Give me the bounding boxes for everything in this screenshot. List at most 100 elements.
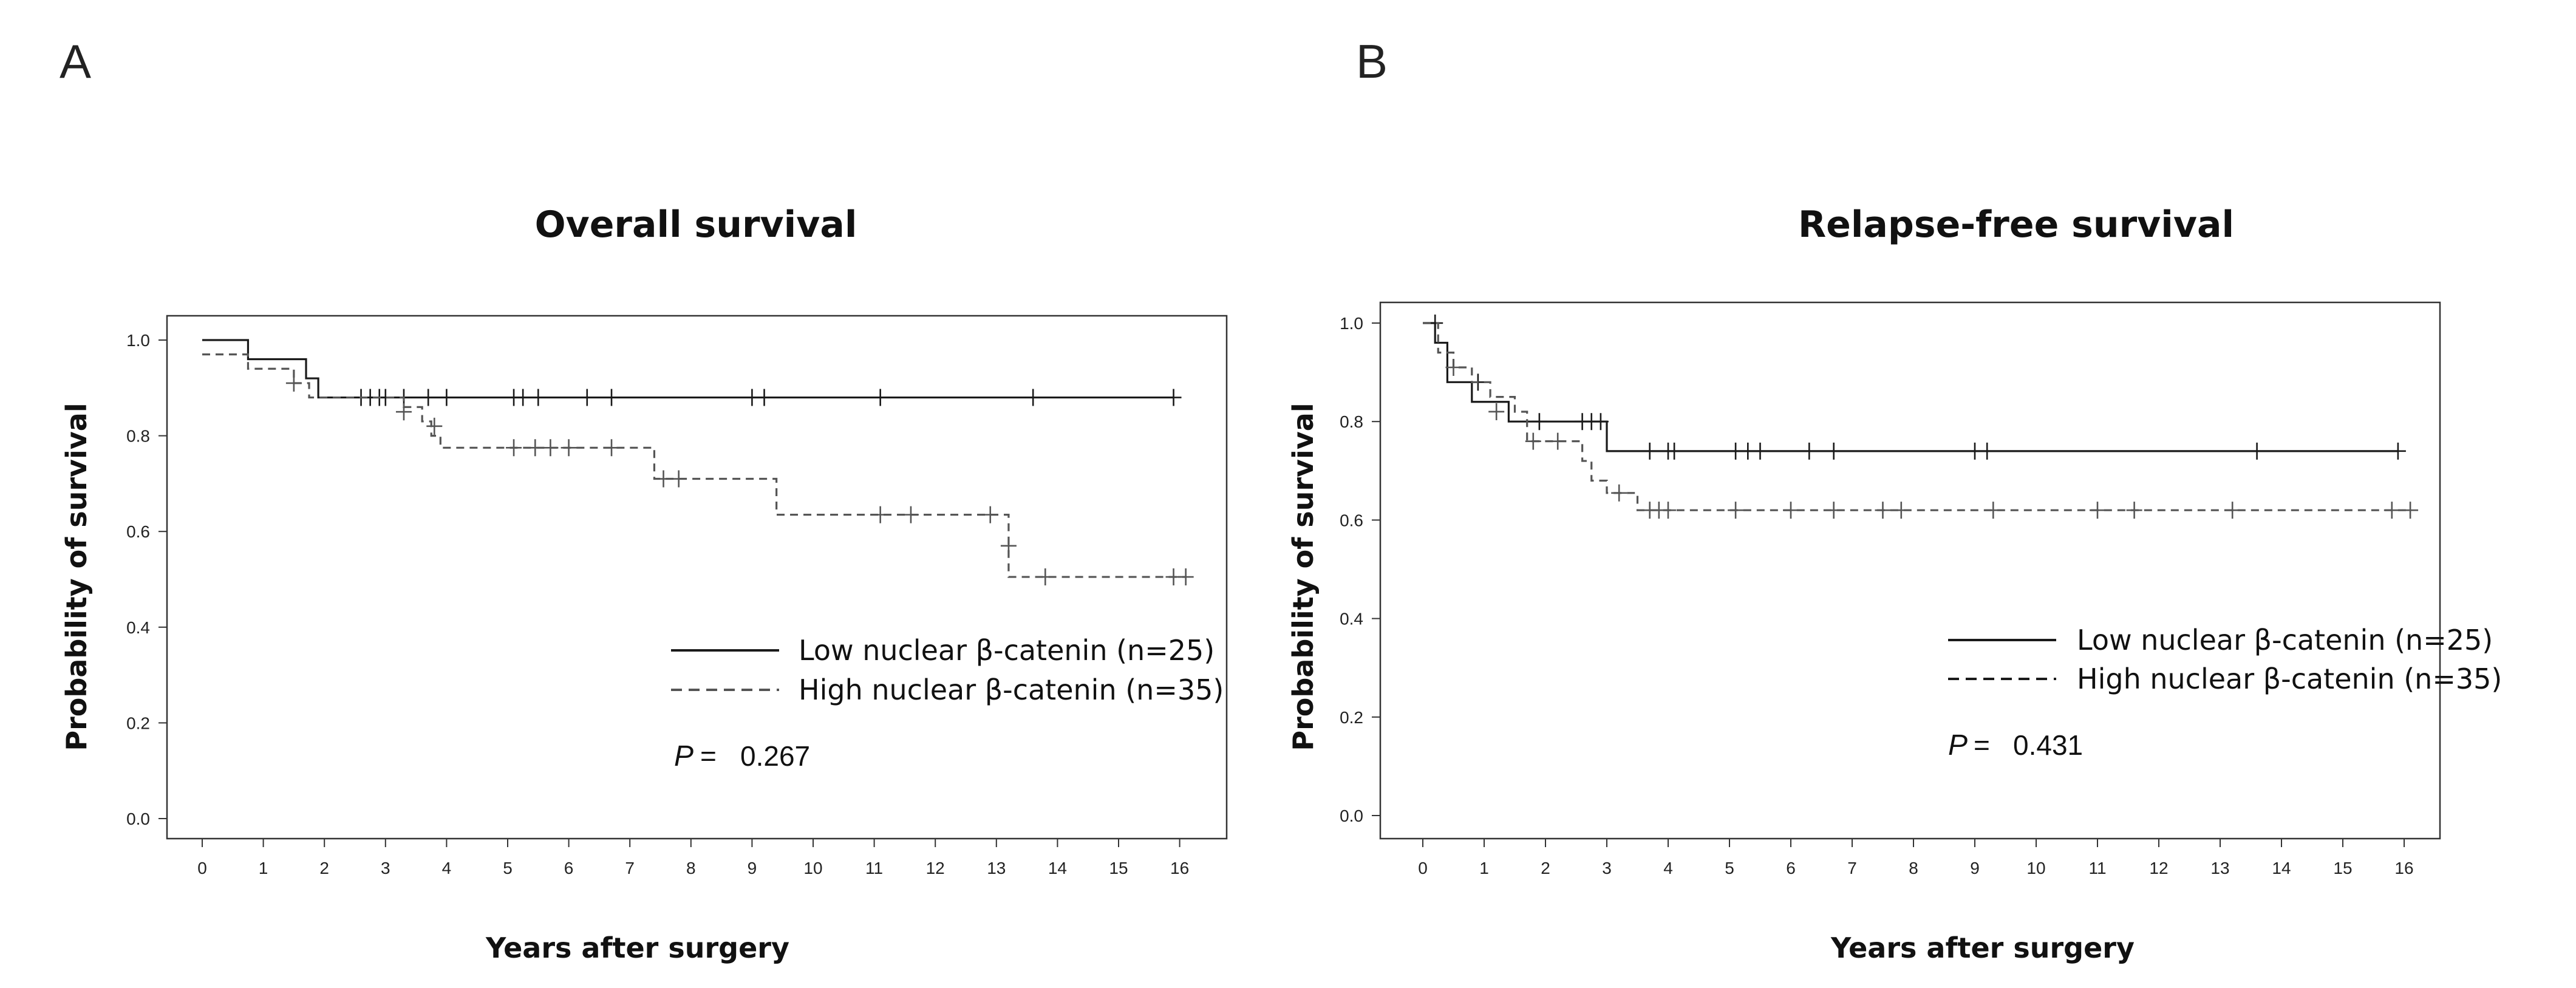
legend-b: Low nuclear β-catenin (n=25) High nuclea…: [1948, 624, 2502, 695]
x-tick-label-a-0: 0: [197, 859, 207, 877]
y-tick-label-b-3: 0.6: [1340, 511, 1363, 530]
y-tick-label-a-3: 0.6: [126, 522, 150, 541]
censor-mark-a-high-3: [506, 439, 522, 457]
panel-letter-b: B: [1356, 35, 1388, 88]
censor-mark-a-high-4: [527, 439, 543, 457]
censor-mark-a-low-10: [579, 389, 595, 406]
x-tick-label-b-6: 6: [1786, 859, 1796, 877]
censor-mark-a-high-14: [1037, 568, 1054, 586]
censor-mark-a-high-11: [902, 506, 919, 523]
censor-mark-a-high-6: [561, 439, 577, 457]
y-tick-label-a-2: 0.4: [126, 618, 150, 637]
censor-mark-b-low-2: [1531, 413, 1547, 431]
p-equals-b: =: [1974, 729, 1990, 761]
censor-mark-b-high-7: [1660, 502, 1676, 519]
x-tick-label-a-11: 11: [865, 859, 883, 877]
legend-label-high-b: High nuclear β-catenin (n=35): [2077, 663, 2502, 695]
censor-mark-b-high-2: [1525, 432, 1541, 450]
x-tick-label-a-15: 15: [1109, 859, 1128, 877]
x-tick-label-b-16: 16: [2394, 859, 2413, 877]
x-tick-label-a-10: 10: [803, 859, 822, 877]
legend-label-low-b: Low nuclear β-catenin (n=25): [2077, 624, 2493, 656]
p-value-text-b: 0.431: [2013, 729, 2083, 761]
panel-letter-a: A: [60, 35, 91, 88]
censor-mark-b-high-12: [1893, 502, 1909, 519]
censor-mark-b-high-17: [2383, 502, 2400, 519]
x-tick-label-a-14: 14: [1048, 859, 1067, 877]
censor-mark-b-high-10: [1825, 502, 1842, 519]
censor-mark-a-low-14: [872, 389, 888, 406]
x-tick-label-b-2: 2: [1541, 859, 1550, 877]
p-value-b: P = 0.431: [1948, 729, 2083, 761]
censor-mark-b-low-12: [1801, 442, 1818, 460]
x-axis-label-a: Years after surgery: [485, 932, 789, 964]
censor-mark-b-low-13: [1825, 442, 1842, 460]
km-curve-a-high: [202, 353, 1186, 578]
curves-b: [1423, 315, 2419, 519]
x-tick-label-a-12: 12: [926, 859, 945, 877]
censor-mark-b-high-16: [2224, 502, 2241, 519]
censor-mark-b-high-1: [1488, 403, 1505, 420]
x-tick-label-a-8: 8: [686, 859, 696, 877]
censor-mark-a-low-6: [438, 389, 455, 406]
p-equals-a: =: [700, 740, 717, 772]
chart-title-relapse: Relapse-free survival: [1798, 203, 2234, 246]
censor-mark-b-high-4: [1611, 484, 1627, 502]
p-value-a: P = 0.267: [674, 740, 810, 772]
censor-mark-a-low-11: [604, 389, 620, 406]
censor-mark-a-high-5: [542, 439, 559, 457]
x-tick-label-a-9: 9: [748, 859, 757, 877]
panel-b: B Relapse-free survival Probability of s…: [1287, 35, 2502, 964]
x-tick-label-b-4: 4: [1663, 859, 1673, 877]
plot-frame-b: [1379, 301, 2441, 840]
km-curve-b-low: [1423, 322, 2398, 452]
censor-mark-b-high-11: [1875, 502, 1891, 519]
x-tick-label-a-5: 5: [503, 859, 513, 877]
censor-mark-b-low-16: [2249, 442, 2265, 460]
x-tick-label-b-7: 7: [1847, 859, 1857, 877]
censor-mark-a-low-13: [756, 389, 772, 406]
censor-mark-b-high-3: [1550, 432, 1566, 450]
censor-mark-a-high-16: [1177, 568, 1194, 586]
y-tick-label-b-1: 0.2: [1340, 708, 1363, 727]
x-tick-label-b-13: 13: [2210, 859, 2229, 877]
censor-mark-b-high-14: [2090, 502, 2105, 519]
x-tick-label-b-14: 14: [2272, 859, 2291, 877]
x-tick-label-a-7: 7: [625, 859, 635, 877]
x-tick-label-a-6: 6: [564, 859, 574, 877]
x-tick-label-b-1: 1: [1479, 859, 1489, 877]
censor-mark-a-high-2: [426, 417, 443, 435]
censor-mark-a-low-15: [1025, 389, 1041, 406]
y-tick-label-a-1: 0.2: [126, 714, 150, 732]
censor-mark-b-high-15: [2126, 502, 2142, 519]
censor-mark-b-low-6: [1641, 442, 1658, 460]
censor-mark-a-high-9: [670, 470, 687, 488]
y-tick-label-b-2: 0.4: [1340, 610, 1363, 629]
censor-mark-a-high-7: [604, 439, 620, 457]
y-tick-label-a-4: 0.8: [126, 427, 150, 446]
censor-mark-b-high-9: [1783, 502, 1799, 519]
legend-label-high-a: High nuclear β-catenin (n=35): [799, 673, 1224, 706]
y-tick-label-a-5: 1.0: [126, 331, 150, 350]
censor-mark-a-low-8: [515, 389, 531, 406]
y-tick-label-b-4: 0.8: [1340, 412, 1363, 431]
p-symbol-a: P: [674, 740, 693, 772]
x-tick-label-a-1: 1: [259, 859, 268, 877]
x-tick-label-b-15: 15: [2333, 859, 2352, 877]
p-value-text-a: 0.267: [740, 740, 810, 772]
x-tick-label-b-12: 12: [2149, 859, 2168, 877]
x-tick-label-a-16: 16: [1170, 859, 1189, 877]
axis-ticks-b: 0 1 2 3 4 5 6 7 8 9 10 11 12 13 14 15 160.00.20.40.60.81…: [1340, 314, 2414, 877]
censor-mark-a-high-1: [395, 403, 412, 421]
censor-mark-a-high-12: [982, 506, 998, 523]
x-tick-label-a-2: 2: [319, 859, 329, 877]
censor-mark-a-high-10: [872, 506, 888, 523]
y-axis-label-b: Probability of survival: [1287, 403, 1320, 751]
legend-a: Low nuclear β-catenin (n=25) High nuclea…: [671, 634, 1224, 706]
censor-mark-b-low-8: [1666, 442, 1683, 460]
chart-title-overall: Overall survival: [535, 203, 857, 246]
axis-ticks-a: 0 1 2 3 4 5 6 7 8 9 10 11 12 13 14 15 160.00.20.40.60.81…: [126, 331, 1189, 877]
censor-mark-a-high-8: [655, 470, 672, 488]
censor-mark-b-high-18: [2402, 502, 2419, 519]
